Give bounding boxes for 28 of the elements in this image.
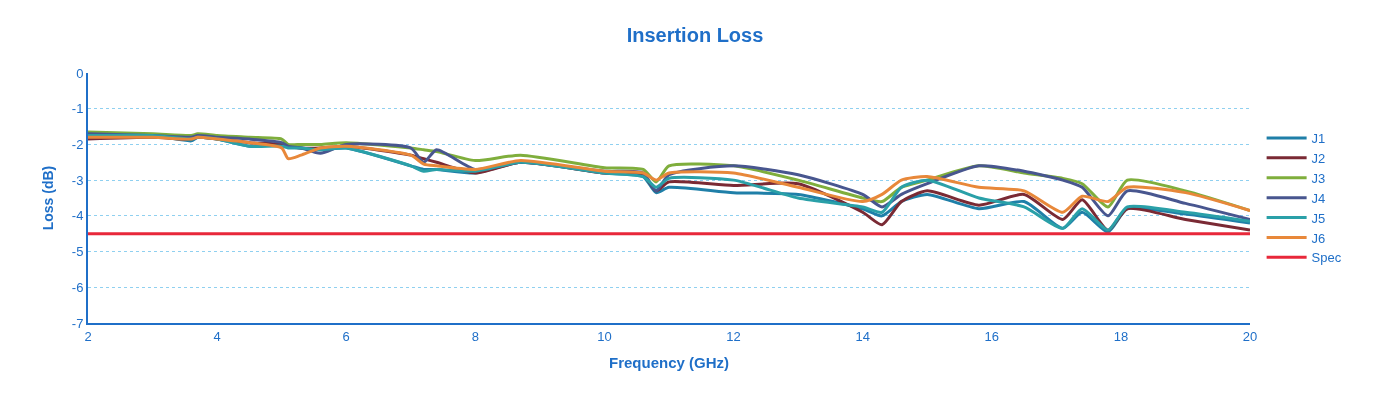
x-axis-title: Frequency (GHz)	[608, 354, 730, 372]
x-tick-label: 20	[1242, 328, 1258, 344]
y-tick-label: -1	[71, 101, 84, 117]
x-tick-label: 12	[726, 328, 741, 344]
legend-label: J5	[1311, 210, 1326, 226]
y-tick-label: 0	[76, 65, 84, 81]
x-tick-label: 14	[855, 328, 870, 344]
legend-label: J2	[1311, 150, 1326, 166]
legend-label: J1	[1311, 131, 1326, 147]
x-tick-label: 8	[471, 328, 479, 344]
y-tick-label: -7	[71, 315, 84, 331]
x-tick-label: 2	[84, 328, 92, 344]
y-tick-label: -2	[71, 136, 84, 152]
x-tick-label: 4	[213, 328, 221, 344]
y-tick-label: -4	[71, 208, 84, 224]
y-tick-label: -6	[71, 279, 84, 295]
y-axis-title: Loss (dB)	[39, 165, 56, 231]
legend-label: J3	[1311, 170, 1326, 186]
legend-label: J6	[1311, 230, 1326, 246]
y-tick-label: -3	[71, 172, 84, 188]
x-tick-label: 16	[984, 328, 1000, 344]
legend-label: J4	[1311, 190, 1326, 206]
legend-label: Spec	[1311, 250, 1342, 266]
x-tick-label: 10	[597, 328, 612, 344]
x-tick-label: 6	[342, 328, 350, 344]
y-tick-label: -5	[71, 244, 84, 260]
chart-title: Insertion Loss	[626, 24, 764, 47]
x-tick-label: 18	[1113, 328, 1129, 344]
